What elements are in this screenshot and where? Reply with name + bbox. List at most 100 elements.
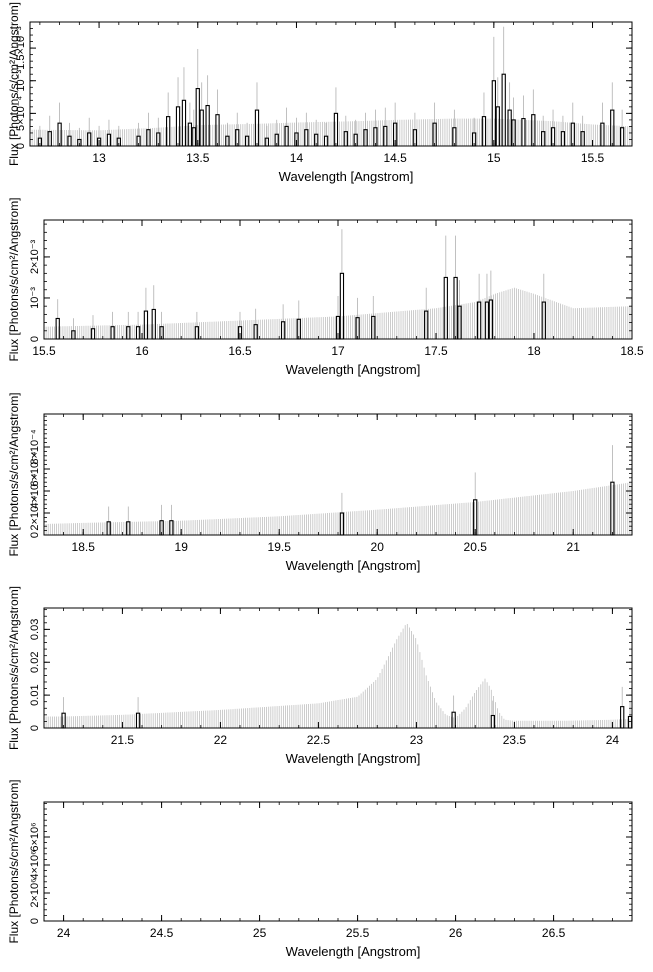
data-bar xyxy=(495,106,500,147)
y-tick-label: 0.01 xyxy=(29,684,41,705)
model-spectrum xyxy=(43,482,631,535)
data-bar xyxy=(187,122,193,147)
x-axis: 24 24.5 25 25.5 26 26.5 Wavelength [Angstrom] xyxy=(43,802,613,959)
data-bar xyxy=(610,481,615,536)
data-bar xyxy=(355,317,360,340)
x-tick-label: 18.5 xyxy=(620,344,644,358)
data-bar xyxy=(253,324,258,340)
y-axis: 0 10⁻³ 2×10⁻³ Flux [Photons/s/cm²/Angstrom] xyxy=(7,197,632,362)
data-bar xyxy=(135,326,141,340)
x-tick-label: 15 xyxy=(487,151,501,165)
data-bar xyxy=(215,114,220,147)
data-bar xyxy=(371,315,376,340)
panel-1: 13 13.5 14 14.5 15 15.5 Wavelength [Angstrom] 0… xyxy=(7,2,633,184)
x-axis-label: Wavelength [Angstrom] xyxy=(286,751,421,766)
y-axis-label: Flux [Photons/s/cm²/Angstrom] xyxy=(7,586,21,750)
y-tick-label: 8×10⁻⁴ xyxy=(29,429,41,465)
x-tick-label: 17 xyxy=(331,344,345,358)
data-bar xyxy=(501,73,506,147)
data-bar xyxy=(620,706,625,729)
x-tick-label: 20.5 xyxy=(464,540,488,554)
data-bar xyxy=(67,135,72,147)
data-spectrum xyxy=(106,445,615,536)
data-bar xyxy=(383,125,388,147)
data-bar xyxy=(110,326,115,340)
x-tick-label: 19 xyxy=(175,540,189,554)
data-bar xyxy=(490,714,495,729)
x-tick-label: 14 xyxy=(290,151,304,165)
data-bar xyxy=(254,109,260,147)
data-bar xyxy=(106,133,112,147)
y-axis-label: Flux [Photons/s/cm²/Angstrom] xyxy=(7,2,21,166)
data-bar xyxy=(304,129,309,147)
data-bar xyxy=(151,308,156,340)
y-tick-label: 2×10⁻⁴ xyxy=(29,495,41,531)
data-bar xyxy=(57,122,62,147)
data-bar xyxy=(205,104,210,147)
plot-frame xyxy=(43,801,633,922)
data-bar xyxy=(143,310,149,340)
data-bar xyxy=(166,116,171,147)
data-bar xyxy=(181,99,187,147)
x-axis: 13 13.5 14 14.5 15 15.5 Wavelength [Angstrom] xyxy=(39,22,633,184)
data-bar xyxy=(191,127,196,147)
data-bar xyxy=(619,127,625,147)
y-axis: 0 0.01 0.02 0.03 Flux [Photons/s/cm²/Angstro… xyxy=(7,586,632,750)
x-tick-label: 15.5 xyxy=(581,151,605,165)
data-bar xyxy=(194,326,200,340)
data-bar xyxy=(90,328,96,340)
data-bar xyxy=(541,131,546,147)
y-tick-label: 1.5×10⁻³ xyxy=(15,26,27,70)
data-bar xyxy=(443,276,448,340)
x-axis-label: Wavelength [Angstrom] xyxy=(286,944,421,959)
x-tick-label: 23 xyxy=(410,733,424,747)
x-axis: 15.5 16 16.5 17 17.5 18 18.5 Wavelength [Angstr… xyxy=(32,220,644,377)
y-axis: 02×10⁻⁴4×10⁻⁴6×10⁻⁴8×10⁻⁴ Flux [Photons/s… xyxy=(7,392,632,557)
x-tick-label: 18 xyxy=(527,344,541,358)
y-tick-label: 4×10⁶ xyxy=(29,850,41,879)
data-bar xyxy=(87,132,92,147)
y-tick-label: 0 xyxy=(29,725,41,731)
x-axis-label: Wavelength [Angstrom] xyxy=(286,362,421,377)
x-tick-label: 24 xyxy=(606,733,620,747)
y-tick-label: 10⁻³ xyxy=(15,70,27,92)
x-tick-label: 16.5 xyxy=(228,344,252,358)
plot-frame xyxy=(29,21,633,147)
x-tick-label: 24 xyxy=(57,926,71,940)
data-bar xyxy=(323,135,329,147)
y-tick-label: 0.03 xyxy=(29,619,41,640)
x-tick-label: 19.5 xyxy=(268,540,292,554)
x-axis: 18.5 19 19.5 20 20.5 21 Wavelength [Angstrom] xyxy=(43,414,613,573)
data-bar xyxy=(476,301,482,340)
x-tick-label: 23.5 xyxy=(503,733,527,747)
x-tick-label: 13 xyxy=(92,151,106,165)
model-spectrum xyxy=(43,623,631,728)
data-bar xyxy=(225,135,230,147)
x-tick-label: 20 xyxy=(371,540,385,554)
y-tick-label: 6×10⁻⁴ xyxy=(29,451,41,487)
y-tick-label: 0 xyxy=(15,143,27,149)
x-tick-label: 15.5 xyxy=(32,344,56,358)
y-tick-label: 2×10⁻³ xyxy=(29,239,41,274)
y-tick-label: 6×10⁶ xyxy=(29,822,41,851)
data-bar xyxy=(600,122,605,147)
data-bar xyxy=(570,122,575,147)
y-tick-label: 10⁻³ xyxy=(29,287,41,309)
y-tick-label: 2×10⁶ xyxy=(29,878,41,907)
data-bar xyxy=(284,125,289,147)
x-tick-label: 26.5 xyxy=(542,926,566,940)
y-axis-label: Flux [Photons/s/cm²/Angstrom] xyxy=(7,392,21,556)
data-bar xyxy=(106,521,111,536)
x-tick-label: 25 xyxy=(253,926,267,940)
x-axis: 21.5 22 22.5 23 23.5 24 Wavelength [Angstrom] xyxy=(43,608,620,766)
x-tick-label: 16 xyxy=(135,344,149,358)
y-axis-label: Flux [Photons/s/cm²/Angstrom] xyxy=(7,197,21,361)
x-tick-label: 26 xyxy=(449,926,463,940)
y-tick-label: 4×10⁻⁴ xyxy=(29,473,41,509)
x-tick-label: 21 xyxy=(567,540,581,554)
y-tick-label: 0 xyxy=(29,918,41,924)
